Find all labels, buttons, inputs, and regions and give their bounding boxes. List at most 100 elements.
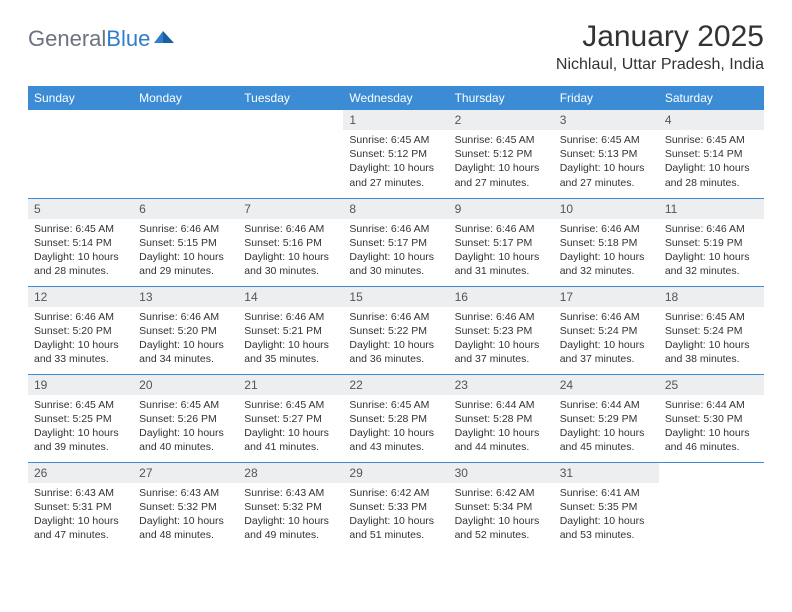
logo-text: GeneralBlue xyxy=(28,26,150,52)
day-details: Sunrise: 6:44 AMSunset: 5:30 PMDaylight:… xyxy=(659,395,764,461)
calendar-cell: 23Sunrise: 6:44 AMSunset: 5:28 PMDayligh… xyxy=(449,374,554,462)
calendar-cell: 10Sunrise: 6:46 AMSunset: 5:18 PMDayligh… xyxy=(554,198,659,286)
calendar-cell: 24Sunrise: 6:44 AMSunset: 5:29 PMDayligh… xyxy=(554,374,659,462)
day-details: Sunrise: 6:43 AMSunset: 5:32 PMDaylight:… xyxy=(238,483,343,549)
day-details: Sunrise: 6:42 AMSunset: 5:34 PMDaylight:… xyxy=(449,483,554,549)
calendar-cell: 8Sunrise: 6:46 AMSunset: 5:17 PMDaylight… xyxy=(343,198,448,286)
logo-part2: Blue xyxy=(106,26,150,51)
day-header: Tuesday xyxy=(238,86,343,110)
calendar-cell: 28Sunrise: 6:43 AMSunset: 5:32 PMDayligh… xyxy=(238,462,343,550)
day-number: 14 xyxy=(238,287,343,307)
day-number: 28 xyxy=(238,463,343,483)
day-details: Sunrise: 6:43 AMSunset: 5:31 PMDaylight:… xyxy=(28,483,133,549)
day-details: Sunrise: 6:45 AMSunset: 5:12 PMDaylight:… xyxy=(343,130,448,196)
calendar-cell xyxy=(133,110,238,198)
calendar-cell: 27Sunrise: 6:43 AMSunset: 5:32 PMDayligh… xyxy=(133,462,238,550)
calendar-week-row: 19Sunrise: 6:45 AMSunset: 5:25 PMDayligh… xyxy=(28,374,764,462)
day-number: 6 xyxy=(133,199,238,219)
day-details: Sunrise: 6:44 AMSunset: 5:28 PMDaylight:… xyxy=(449,395,554,461)
calendar-cell: 19Sunrise: 6:45 AMSunset: 5:25 PMDayligh… xyxy=(28,374,133,462)
day-header-row: Sunday Monday Tuesday Wednesday Thursday… xyxy=(28,86,764,110)
day-details: Sunrise: 6:45 AMSunset: 5:28 PMDaylight:… xyxy=(343,395,448,461)
day-details: Sunrise: 6:44 AMSunset: 5:29 PMDaylight:… xyxy=(554,395,659,461)
day-number: 1 xyxy=(343,110,448,130)
day-details: Sunrise: 6:45 AMSunset: 5:25 PMDaylight:… xyxy=(28,395,133,461)
calendar-cell: 26Sunrise: 6:43 AMSunset: 5:31 PMDayligh… xyxy=(28,462,133,550)
calendar-cell: 13Sunrise: 6:46 AMSunset: 5:20 PMDayligh… xyxy=(133,286,238,374)
day-number: 17 xyxy=(554,287,659,307)
day-details: Sunrise: 6:42 AMSunset: 5:33 PMDaylight:… xyxy=(343,483,448,549)
calendar-cell: 29Sunrise: 6:42 AMSunset: 5:33 PMDayligh… xyxy=(343,462,448,550)
day-number: 9 xyxy=(449,199,554,219)
day-details: Sunrise: 6:45 AMSunset: 5:27 PMDaylight:… xyxy=(238,395,343,461)
day-details: Sunrise: 6:46 AMSunset: 5:20 PMDaylight:… xyxy=(133,307,238,373)
day-details: Sunrise: 6:46 AMSunset: 5:17 PMDaylight:… xyxy=(343,219,448,285)
calendar-cell: 30Sunrise: 6:42 AMSunset: 5:34 PMDayligh… xyxy=(449,462,554,550)
day-number: 22 xyxy=(343,375,448,395)
day-number: 11 xyxy=(659,199,764,219)
day-number: 8 xyxy=(343,199,448,219)
calendar-cell xyxy=(28,110,133,198)
day-number: 31 xyxy=(554,463,659,483)
calendar-week-row: 5Sunrise: 6:45 AMSunset: 5:14 PMDaylight… xyxy=(28,198,764,286)
calendar-cell xyxy=(238,110,343,198)
day-number: 27 xyxy=(133,463,238,483)
calendar-cell: 20Sunrise: 6:45 AMSunset: 5:26 PMDayligh… xyxy=(133,374,238,462)
day-number: 15 xyxy=(343,287,448,307)
calendar-cell: 31Sunrise: 6:41 AMSunset: 5:35 PMDayligh… xyxy=(554,462,659,550)
calendar-cell: 1Sunrise: 6:45 AMSunset: 5:12 PMDaylight… xyxy=(343,110,448,198)
day-number: 19 xyxy=(28,375,133,395)
day-header: Monday xyxy=(133,86,238,110)
calendar-cell: 25Sunrise: 6:44 AMSunset: 5:30 PMDayligh… xyxy=(659,374,764,462)
day-details: Sunrise: 6:45 AMSunset: 5:12 PMDaylight:… xyxy=(449,130,554,196)
day-details: Sunrise: 6:46 AMSunset: 5:22 PMDaylight:… xyxy=(343,307,448,373)
day-number: 23 xyxy=(449,375,554,395)
day-number: 5 xyxy=(28,199,133,219)
day-details: Sunrise: 6:46 AMSunset: 5:24 PMDaylight:… xyxy=(554,307,659,373)
day-number: 10 xyxy=(554,199,659,219)
calendar-week-row: 26Sunrise: 6:43 AMSunset: 5:31 PMDayligh… xyxy=(28,462,764,550)
calendar-cell: 6Sunrise: 6:46 AMSunset: 5:15 PMDaylight… xyxy=(133,198,238,286)
logo: GeneralBlue xyxy=(28,20,176,52)
day-header: Thursday xyxy=(449,86,554,110)
calendar-cell: 14Sunrise: 6:46 AMSunset: 5:21 PMDayligh… xyxy=(238,286,343,374)
calendar-week-row: 1Sunrise: 6:45 AMSunset: 5:12 PMDaylight… xyxy=(28,110,764,198)
calendar-cell: 21Sunrise: 6:45 AMSunset: 5:27 PMDayligh… xyxy=(238,374,343,462)
day-header: Wednesday xyxy=(343,86,448,110)
day-number: 4 xyxy=(659,110,764,130)
calendar-week-row: 12Sunrise: 6:46 AMSunset: 5:20 PMDayligh… xyxy=(28,286,764,374)
calendar-cell: 7Sunrise: 6:46 AMSunset: 5:16 PMDaylight… xyxy=(238,198,343,286)
calendar-cell: 17Sunrise: 6:46 AMSunset: 5:24 PMDayligh… xyxy=(554,286,659,374)
calendar-cell: 4Sunrise: 6:45 AMSunset: 5:14 PMDaylight… xyxy=(659,110,764,198)
day-details: Sunrise: 6:45 AMSunset: 5:24 PMDaylight:… xyxy=(659,307,764,373)
day-details: Sunrise: 6:46 AMSunset: 5:19 PMDaylight:… xyxy=(659,219,764,285)
calendar-cell: 12Sunrise: 6:46 AMSunset: 5:20 PMDayligh… xyxy=(28,286,133,374)
logo-part1: General xyxy=(28,26,106,51)
day-number: 25 xyxy=(659,375,764,395)
title-block: January 2025 Nichlaul, Uttar Pradesh, In… xyxy=(556,20,764,74)
day-number: 24 xyxy=(554,375,659,395)
day-number: 30 xyxy=(449,463,554,483)
day-details: Sunrise: 6:45 AMSunset: 5:14 PMDaylight:… xyxy=(28,219,133,285)
day-number: 26 xyxy=(28,463,133,483)
day-number: 21 xyxy=(238,375,343,395)
day-number: 20 xyxy=(133,375,238,395)
day-header: Sunday xyxy=(28,86,133,110)
calendar-cell: 2Sunrise: 6:45 AMSunset: 5:12 PMDaylight… xyxy=(449,110,554,198)
day-details: Sunrise: 6:46 AMSunset: 5:23 PMDaylight:… xyxy=(449,307,554,373)
calendar-cell: 5Sunrise: 6:45 AMSunset: 5:14 PMDaylight… xyxy=(28,198,133,286)
logo-mark-icon xyxy=(154,28,176,51)
day-details: Sunrise: 6:46 AMSunset: 5:16 PMDaylight:… xyxy=(238,219,343,285)
location: Nichlaul, Uttar Pradesh, India xyxy=(556,56,764,74)
calendar-cell xyxy=(659,462,764,550)
day-details: Sunrise: 6:46 AMSunset: 5:17 PMDaylight:… xyxy=(449,219,554,285)
day-details: Sunrise: 6:45 AMSunset: 5:26 PMDaylight:… xyxy=(133,395,238,461)
header: GeneralBlue January 2025 Nichlaul, Uttar… xyxy=(28,20,764,74)
calendar-cell: 18Sunrise: 6:45 AMSunset: 5:24 PMDayligh… xyxy=(659,286,764,374)
month-title: January 2025 xyxy=(556,20,764,54)
day-number: 13 xyxy=(133,287,238,307)
day-number: 7 xyxy=(238,199,343,219)
day-details: Sunrise: 6:46 AMSunset: 5:21 PMDaylight:… xyxy=(238,307,343,373)
day-details: Sunrise: 6:41 AMSunset: 5:35 PMDaylight:… xyxy=(554,483,659,549)
day-number: 12 xyxy=(28,287,133,307)
